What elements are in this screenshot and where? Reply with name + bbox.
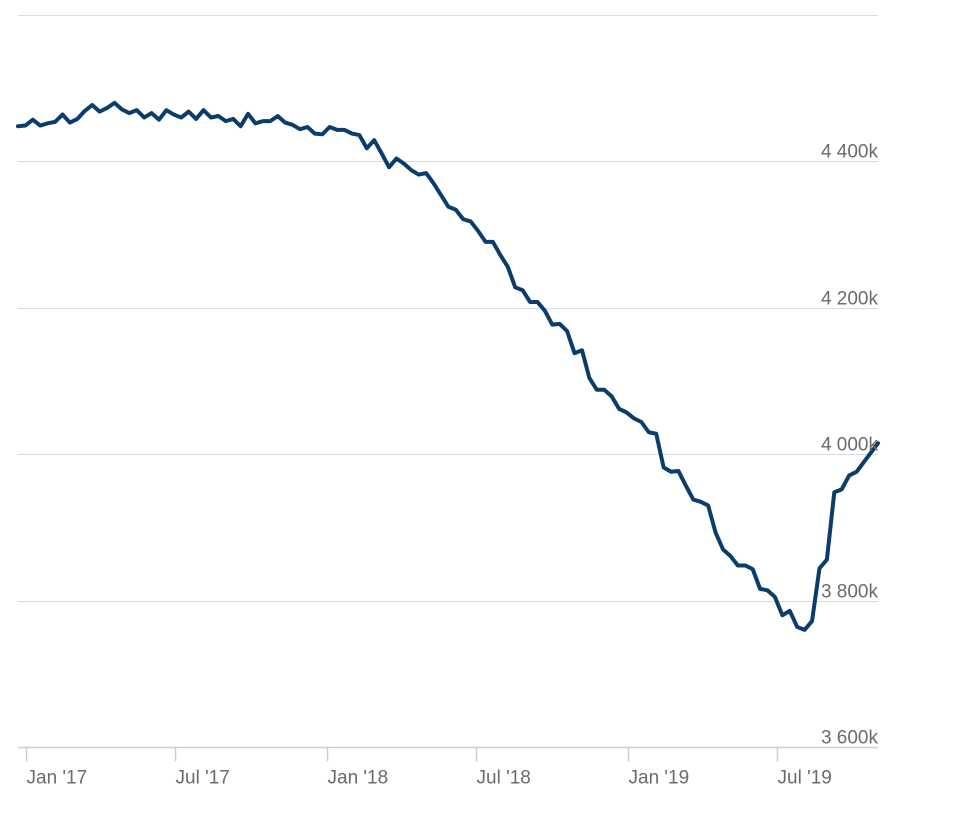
y-tick-label: 3 800k [821, 582, 879, 603]
y-axis-labels: 3 600k 3 800k 4 000k 4 200k 4 400k [821, 142, 879, 749]
y-tick-label: 4 400k [821, 142, 879, 163]
x-tick-label: Jul '17 [176, 768, 230, 789]
y-tick-label: 4 000k [821, 435, 879, 456]
x-axis: Jan '17 Jul '17 Jan '18 Jul '18 Jan '19 Jul '… [18, 746, 878, 789]
x-tick-label: Jul '18 [477, 768, 531, 789]
series-layer [16, 100, 880, 632]
grid-lines [18, 15, 878, 602]
x-tick-label: Jan '19 [629, 768, 690, 789]
y-tick-label: 3 600k [821, 728, 879, 749]
x-tick-label: Jan '18 [328, 768, 389, 789]
series-line-0 [16, 100, 880, 632]
y-tick-label: 4 200k [821, 289, 879, 310]
x-tick-label: Jul '19 [778, 768, 832, 789]
x-tick-label: Jan '17 [27, 768, 88, 789]
